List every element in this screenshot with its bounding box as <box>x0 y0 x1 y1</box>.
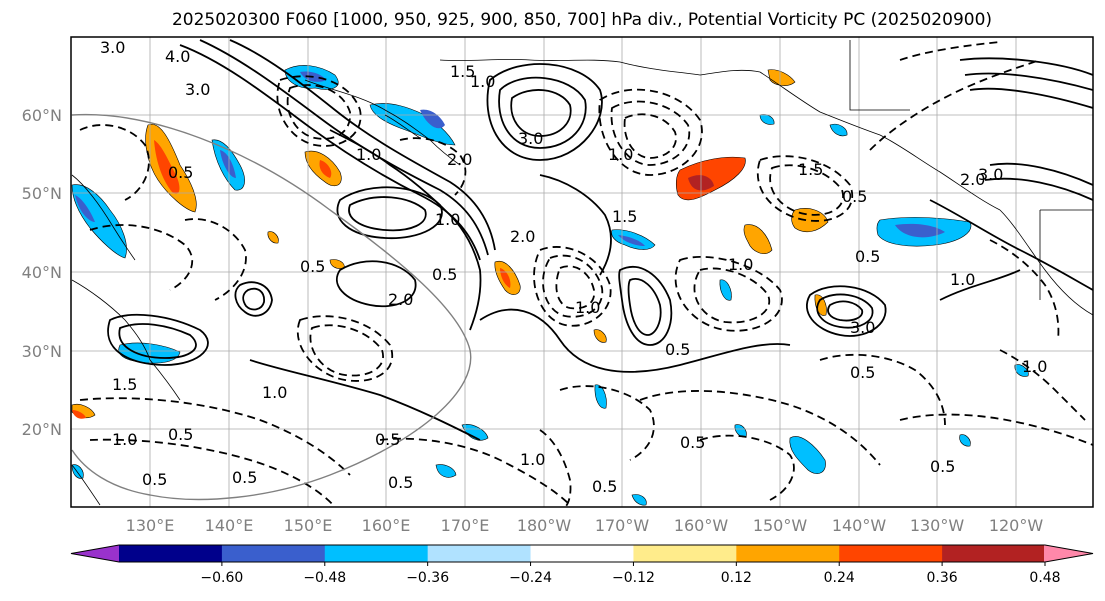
contour-label: 1.5 <box>450 62 475 81</box>
colorbar-tick-label: −0.48 <box>303 570 346 586</box>
contour-label: 1.0 <box>356 145 381 164</box>
contour-label: 3.0 <box>185 80 210 99</box>
contour-label: 1.0 <box>262 383 287 402</box>
lon-label: 150°E <box>284 516 333 535</box>
lon-label: 130°W <box>910 516 965 535</box>
lon-label: 140°W <box>832 516 887 535</box>
graticule <box>71 37 1093 507</box>
lon-label: 140°E <box>205 516 254 535</box>
contour-label: 2.0 <box>960 170 985 189</box>
colorbar-swatch <box>736 545 840 562</box>
lon-label: 160°W <box>674 516 729 535</box>
colorbar-swatch <box>221 545 326 562</box>
lon-label: 150°W <box>753 516 808 535</box>
colorbar-tick-label: −0.24 <box>509 570 552 586</box>
contour-label: 1.0 <box>470 72 495 91</box>
colorbar-extend-low <box>71 545 120 562</box>
contour-lines-dashed <box>79 41 1093 507</box>
contour-label: 1.0 <box>520 450 545 469</box>
colorbar-swatch <box>839 545 943 562</box>
contour-label: 0.5 <box>680 433 705 452</box>
contour-label: 2.0 <box>447 150 472 169</box>
contour-label-group: 3.0 4.0 3.0 1.5 1.0 3.0 1.0 2.0 1.0 0.5 … <box>100 38 1047 496</box>
contour-label: 1.0 <box>1022 357 1047 376</box>
contour-lines <box>107 39 1093 441</box>
contour-label: 4.0 <box>165 47 190 66</box>
lon-label: 160°E <box>362 516 411 535</box>
lat-label: 60°N <box>22 106 62 125</box>
lon-label: 170°W <box>595 516 650 535</box>
contour-label: 0.5 <box>168 163 193 182</box>
latitude-labels: 60°N 50°N 40°N 30°N 20°N <box>22 106 62 439</box>
contour-label: 3.0 <box>850 318 875 337</box>
contour-label: 3.0 <box>978 165 1003 184</box>
colorbar-tick-label: 0.48 <box>1029 570 1060 586</box>
contour-label: 0.5 <box>142 470 167 489</box>
contour-label: 1.0 <box>608 145 633 164</box>
plot-frame <box>70 36 1094 508</box>
contour-label: 1.5 <box>612 207 637 226</box>
contour-label: 3.0 <box>518 129 543 148</box>
colorbar-outline <box>70 544 1094 563</box>
contour-label: 0.5 <box>665 340 690 359</box>
contour-label: 0.5 <box>168 425 193 444</box>
contour-label: 0.5 <box>432 265 457 284</box>
map-title: 2025020300 F060 [1000, 950, 925, 900, 85… <box>172 10 992 30</box>
contour-label: 0.5 <box>930 457 955 476</box>
contour-label: 0.5 <box>850 363 875 382</box>
contour-label: 0.5 <box>842 187 867 206</box>
colorbar-swatch <box>427 545 532 562</box>
contour-label: 1.0 <box>435 210 460 229</box>
contour-label: 1.0 <box>112 430 137 449</box>
contour-label: 0.5 <box>388 473 413 492</box>
lon-label: 180°W <box>517 516 572 535</box>
contour-label: 0.5 <box>232 468 257 487</box>
colorbar-tick-label: −0.36 <box>406 570 449 586</box>
lon-label: 170°E <box>441 516 490 535</box>
contour-label: 1.0 <box>728 255 753 274</box>
colorbar-swatch <box>633 545 737 562</box>
colorbar-swatch <box>530 545 634 562</box>
contour-label: 0.5 <box>300 257 325 276</box>
contour-label: 0.5 <box>592 477 617 496</box>
colorbar-extend-high <box>1044 545 1093 562</box>
coastlines <box>71 40 1093 506</box>
colorbar-swatch <box>119 545 223 562</box>
lon-label: 130°E <box>126 516 175 535</box>
lon-label: 120°W <box>989 516 1044 535</box>
contour-label: 1.0 <box>950 270 975 289</box>
lat-label: 40°N <box>22 263 62 282</box>
lat-label: 50°N <box>22 184 62 203</box>
colorbar-tick-label: 0.36 <box>927 570 958 586</box>
colorbar-tick-label: −0.12 <box>612 570 655 586</box>
contour-label: 3.0 <box>100 38 125 57</box>
colorbar-swatch <box>324 545 429 562</box>
colorbar-swatch <box>942 545 1046 562</box>
colorbar-tick-label: −0.60 <box>200 570 243 586</box>
lat-label: 30°N <box>22 342 62 361</box>
contour-label: 0.5 <box>855 247 880 266</box>
great-circle-line <box>71 113 472 501</box>
lat-label: 20°N <box>22 420 62 439</box>
colorbar-tick-label: 0.12 <box>721 570 752 586</box>
contour-label: 1.0 <box>575 298 600 317</box>
contour-label: 0.5 <box>375 430 400 449</box>
colorbar: −0.60 −0.48 −0.36 −0.24 −0.12 0.12 0.24 0.36 0.4… <box>70 544 1094 586</box>
contour-label: 2.0 <box>510 227 535 246</box>
colorbar-tick-label: 0.24 <box>824 570 855 586</box>
longitude-labels: 130°E 140°E 150°E 160°E 170°E 180°W 170°… <box>126 516 1044 535</box>
contour-label: 1.5 <box>112 375 137 394</box>
contour-label: 2.0 <box>388 290 413 309</box>
contour-label: 1.5 <box>798 160 823 179</box>
